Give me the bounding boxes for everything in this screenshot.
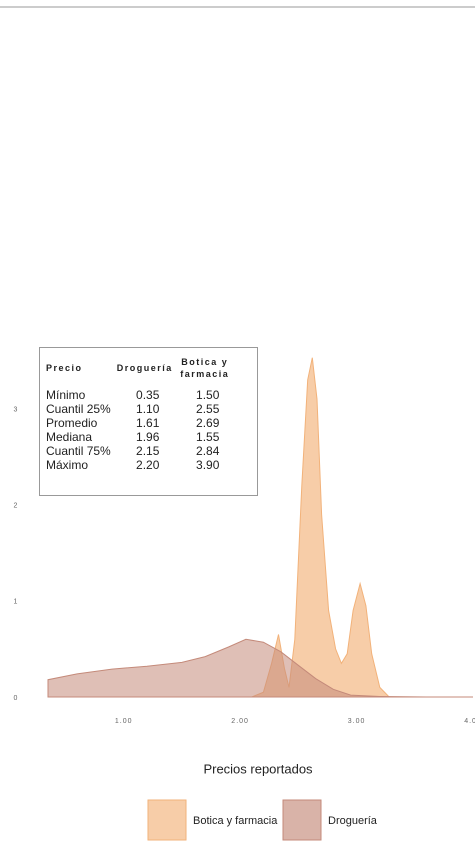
- legend-label: Droguería: [328, 815, 378, 827]
- table-cell: Cuantil 75%: [46, 444, 111, 458]
- table-cell: 0.35: [136, 388, 160, 402]
- summary-table: Precio Droguería Botica y farmacia Mínimo 0.…: [39, 347, 258, 496]
- table-row: Promedio 1.61 2.69: [46, 416, 237, 430]
- density-area: [47, 638, 473, 698]
- y-tick-label: 3: [14, 407, 19, 414]
- x-tick-label: 1.00: [115, 718, 133, 725]
- table-cell: 2.69: [196, 416, 220, 430]
- legend-label: Botica y farmacia: [193, 815, 278, 827]
- table-cell: 1.96: [136, 430, 160, 444]
- table-cell: 2.20: [136, 458, 160, 472]
- table-row: Cuantil 75% 2.15 2.84: [46, 444, 237, 458]
- table-row: Mínimo 0.35 1.50: [46, 388, 237, 402]
- table-cell: 2.84: [196, 444, 220, 458]
- legend-swatch: [147, 799, 187, 841]
- table-cell: Cuantil 25%: [46, 402, 111, 416]
- table-header: Precio: [46, 363, 83, 373]
- table-cell: 1.55: [196, 430, 220, 444]
- y-tick-label: 1: [14, 599, 19, 606]
- table-header: Botica y farmacia: [180, 357, 230, 379]
- y-tick-label: 2: [14, 503, 19, 510]
- table-cell: 1.10: [136, 402, 160, 416]
- table: Precio Droguería Botica y farmacia Mínimo 0.…: [46, 356, 237, 472]
- table-cell: 2.15: [136, 444, 160, 458]
- x-tick-label: 2.00: [231, 718, 249, 725]
- table-row: Mediana 1.96 1.55: [46, 430, 237, 444]
- table-cell: Promedio: [46, 416, 98, 430]
- table-cell: 2.55: [196, 402, 220, 416]
- table-row: Máximo 2.20 3.90: [46, 458, 237, 472]
- x-tick-label: 3.00: [348, 718, 366, 725]
- x-tick-label: 4.00: [464, 718, 475, 725]
- table-cell: Mediana: [46, 430, 93, 444]
- table-cell: 3.90: [196, 458, 220, 472]
- legend-swatch: [282, 799, 322, 841]
- table-header: Droguería: [116, 363, 173, 373]
- table-cell: 1.61: [136, 416, 160, 430]
- x-axis-label: Precios reportados: [203, 761, 313, 776]
- table-cell: Máximo: [46, 458, 89, 472]
- table-cell: Mínimo: [46, 388, 86, 402]
- table-cell: 1.50: [196, 388, 220, 402]
- table-row: Cuantil 25% 1.10 2.55: [46, 402, 237, 416]
- y-tick-label: 0: [14, 695, 19, 702]
